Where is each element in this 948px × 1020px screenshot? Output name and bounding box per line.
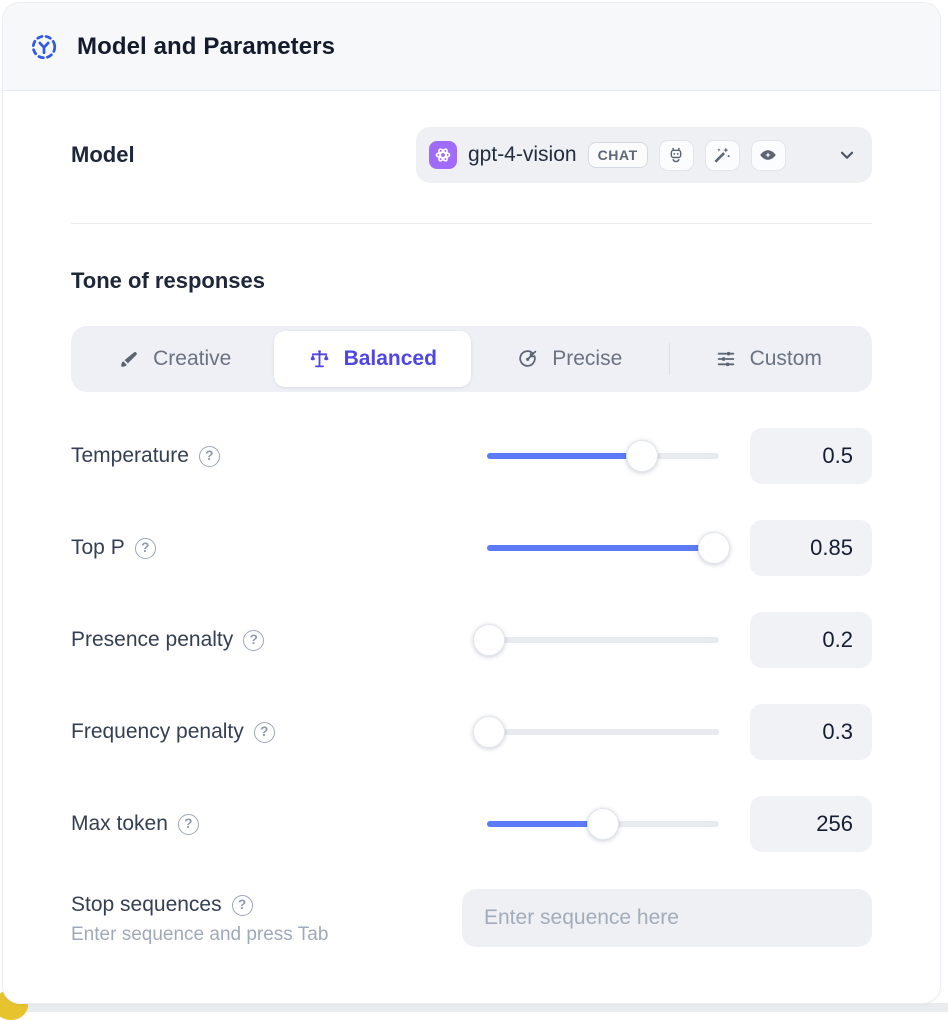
- tone-option-balanced[interactable]: Balanced: [273, 331, 471, 387]
- tone-option-label: Balanced: [343, 347, 437, 370]
- temperature-value[interactable]: 0.5: [750, 428, 872, 484]
- slider-thumb[interactable]: [698, 532, 731, 564]
- vision-eye-icon: [750, 139, 786, 171]
- frequency-penalty-slider[interactable]: [473, 716, 719, 748]
- presence-penalty-value[interactable]: 0.2: [750, 612, 872, 668]
- presence-penalty-slider[interactable]: [473, 624, 719, 656]
- segment-divider: [668, 343, 670, 375]
- slider-thumb[interactable]: [473, 716, 506, 748]
- model-hub-icon: [29, 32, 59, 62]
- chat-type-badge: CHAT: [587, 142, 648, 168]
- param-row-top-p: Top P ? 0.85: [71, 520, 872, 576]
- openai-logo: [429, 141, 457, 169]
- section-divider: [71, 223, 872, 224]
- tone-segmented-control: Creative Balanced: [71, 326, 872, 392]
- tone-option-creative[interactable]: Creative: [76, 331, 274, 387]
- slider-thumb[interactable]: [473, 624, 506, 656]
- sliders-icon: [715, 348, 737, 370]
- panel-header: Model and Parameters: [3, 3, 940, 91]
- param-label: Temperature: [71, 444, 189, 467]
- selected-model-name: gpt-4-vision: [468, 143, 577, 166]
- param-row-presence-penalty: Presence penalty ? 0.2: [71, 612, 872, 668]
- slider-thumb[interactable]: [626, 440, 659, 472]
- param-label: Presence penalty: [71, 628, 234, 651]
- slider-fill: [487, 453, 643, 459]
- help-icon[interactable]: ?: [243, 629, 265, 651]
- magic-wand-icon: [704, 139, 740, 171]
- robot-icon: [658, 139, 694, 171]
- param-label: Max token: [71, 812, 168, 835]
- param-row-max-token: Max token ? 256: [71, 796, 872, 852]
- max-token-value[interactable]: 256: [750, 796, 872, 852]
- brush-icon: [118, 348, 140, 370]
- stop-sequences-hint: Enter sequence and press Tab: [71, 924, 329, 945]
- tone-option-custom[interactable]: Custom: [670, 331, 868, 387]
- scale-icon: [308, 348, 331, 371]
- frequency-penalty-value[interactable]: 0.3: [750, 704, 872, 760]
- help-icon[interactable]: ?: [231, 894, 253, 916]
- stop-sequences-label: Stop sequences: [71, 893, 222, 916]
- background-panel-edge: [0, 1003, 948, 1012]
- tone-option-label: Precise: [552, 347, 623, 370]
- top-p-value[interactable]: 0.85: [750, 520, 872, 576]
- param-label: Frequency penalty: [71, 720, 244, 743]
- model-row: Model gpt-4-vision CHAT: [71, 127, 872, 183]
- tone-option-label: Creative: [153, 347, 232, 370]
- tone-option-label: Custom: [749, 347, 822, 370]
- model-select-dropdown[interactable]: gpt-4-vision CHAT: [416, 127, 872, 183]
- help-icon[interactable]: ?: [134, 537, 156, 559]
- top-p-slider[interactable]: [487, 532, 731, 564]
- temperature-slider[interactable]: [487, 440, 719, 472]
- panel-title: Model and Parameters: [77, 32, 336, 60]
- slider-fill: [487, 821, 603, 827]
- param-row-frequency-penalty: Frequency penalty ? 0.3: [71, 704, 872, 760]
- model-parameters-panel: Model and Parameters Model gpt-4-vision …: [2, 2, 941, 1004]
- slider-fill: [487, 545, 715, 551]
- help-icon[interactable]: ?: [253, 721, 275, 743]
- chevron-down-icon: [836, 144, 858, 166]
- target-icon: [517, 348, 539, 370]
- model-label: Model: [71, 142, 135, 167]
- max-token-slider[interactable]: [487, 808, 719, 840]
- stop-sequence-input[interactable]: [462, 889, 872, 947]
- help-icon[interactable]: ?: [177, 813, 199, 835]
- stop-sequences-row: Stop sequences ? Enter sequence and pres…: [71, 889, 872, 947]
- tone-option-precise[interactable]: Precise: [471, 331, 669, 387]
- param-label: Top P: [71, 536, 125, 559]
- param-row-temperature: Temperature ? 0.5: [71, 428, 872, 484]
- help-icon[interactable]: ?: [198, 445, 220, 467]
- tone-section-title: Tone of responses: [71, 268, 265, 293]
- slider-thumb[interactable]: [587, 808, 619, 840]
